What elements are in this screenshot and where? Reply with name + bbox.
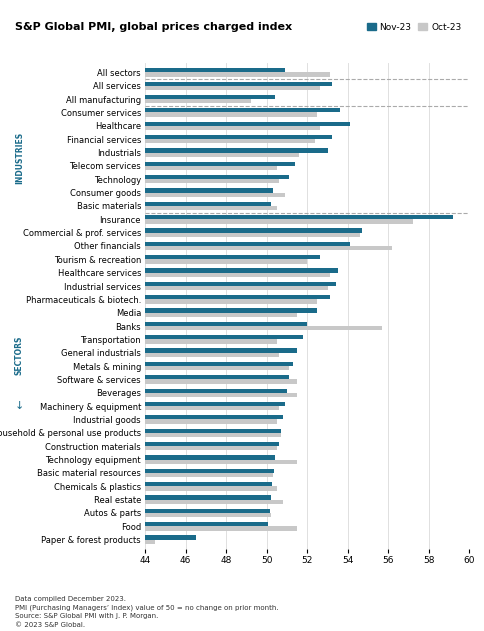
- Bar: [0, 495, 271, 500]
- Bar: [0, 326, 382, 331]
- Bar: [0, 255, 319, 259]
- Bar: [0, 446, 277, 451]
- Bar: [0, 339, 277, 344]
- Bar: [0, 188, 273, 192]
- Bar: [0, 375, 289, 379]
- Bar: [0, 389, 287, 392]
- Bar: [0, 206, 277, 210]
- Bar: [0, 509, 270, 513]
- Bar: [0, 469, 274, 473]
- Bar: [0, 535, 196, 540]
- Text: INDUSTRIES: INDUSTRIES: [15, 131, 24, 184]
- Bar: [0, 126, 319, 130]
- Bar: [0, 482, 272, 487]
- Bar: [0, 202, 271, 206]
- Bar: [0, 473, 273, 477]
- Bar: [0, 406, 279, 410]
- Bar: [0, 379, 297, 384]
- Bar: [0, 428, 281, 433]
- Bar: [0, 456, 275, 459]
- Bar: [0, 366, 289, 370]
- Bar: [0, 233, 360, 237]
- Text: Data compiled December 2023.
PMI (Purchasing Managers’ Index) value of 50 = no c: Data compiled December 2023. PMI (Purcha…: [15, 596, 278, 628]
- Bar: [0, 268, 338, 273]
- Bar: [0, 433, 281, 437]
- Bar: [0, 148, 328, 153]
- Bar: [0, 162, 295, 166]
- Bar: [0, 526, 297, 531]
- Bar: [0, 420, 277, 424]
- Bar: [0, 362, 293, 366]
- Bar: [0, 415, 283, 420]
- Bar: [0, 348, 297, 353]
- Bar: [0, 500, 283, 504]
- Bar: [0, 179, 279, 184]
- Bar: [0, 309, 318, 313]
- Bar: [0, 322, 307, 326]
- Bar: [0, 513, 271, 517]
- Bar: [0, 122, 350, 126]
- Bar: [0, 295, 330, 299]
- Legend: Nov-23, Oct-23: Nov-23, Oct-23: [363, 19, 465, 35]
- Bar: [0, 73, 330, 77]
- Bar: [0, 112, 318, 117]
- Text: SECTORS: SECTORS: [15, 335, 24, 375]
- Bar: [0, 215, 454, 220]
- Bar: [0, 282, 336, 286]
- Text: S&P Global PMI, global prices charged index: S&P Global PMI, global prices charged in…: [15, 22, 292, 32]
- Bar: [0, 313, 297, 317]
- Bar: [0, 459, 297, 464]
- Bar: [0, 109, 340, 112]
- Bar: [0, 353, 279, 357]
- Bar: [0, 299, 318, 304]
- Bar: [0, 286, 328, 290]
- Bar: [0, 442, 279, 446]
- Bar: [0, 392, 297, 397]
- Bar: [0, 335, 303, 339]
- Bar: [0, 175, 289, 179]
- Bar: [0, 540, 155, 544]
- Bar: [0, 99, 251, 103]
- Bar: [0, 246, 393, 251]
- Bar: [0, 153, 299, 157]
- Bar: [0, 139, 316, 143]
- Bar: [0, 273, 330, 277]
- Bar: [0, 68, 285, 73]
- Bar: [0, 259, 307, 264]
- Bar: [0, 95, 275, 99]
- Bar: [0, 402, 285, 406]
- Bar: [0, 166, 277, 170]
- Bar: [0, 86, 319, 90]
- Text: ↓: ↓: [15, 401, 24, 411]
- Bar: [0, 522, 268, 526]
- Bar: [0, 135, 332, 139]
- Bar: [0, 192, 285, 197]
- Bar: [0, 487, 277, 490]
- Bar: [0, 81, 332, 86]
- Bar: [0, 242, 350, 246]
- Bar: [0, 228, 362, 233]
- Bar: [0, 220, 413, 223]
